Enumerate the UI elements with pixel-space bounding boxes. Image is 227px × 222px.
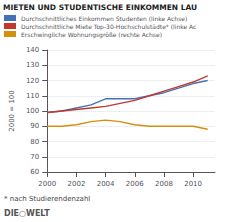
svg-text:2006: 2006 xyxy=(126,180,144,188)
svg-text:110: 110 xyxy=(26,92,39,100)
svg-text:2000 = 100: 2000 = 100 xyxy=(8,90,16,132)
svg-text:90: 90 xyxy=(30,122,39,130)
svg-text:120: 120 xyxy=(26,77,39,85)
svg-text:Durchschnittliches Einkommen S: Durchschnittliches Einkommen Studenten (… xyxy=(21,15,187,22)
svg-text:DIE○WELT: DIE○WELT xyxy=(4,209,50,218)
svg-text:MIETEN UND STUDENTISCHE EINKOM: MIETEN UND STUDENTISCHE EINKOMMEN LAU xyxy=(3,3,197,12)
svg-text:70: 70 xyxy=(30,153,39,161)
svg-text:2004: 2004 xyxy=(97,180,115,188)
svg-text:100: 100 xyxy=(26,107,39,115)
svg-text:2010: 2010 xyxy=(184,180,202,188)
svg-text:2008: 2008 xyxy=(155,180,173,188)
svg-text:* nach Studierendenzahl: * nach Studierendenzahl xyxy=(4,195,90,203)
svg-text:Durchschnittliche Miete Top-30: Durchschnittliche Miete Top-30-Hochschul… xyxy=(21,23,196,31)
svg-text:140: 140 xyxy=(26,46,39,54)
svg-text:60: 60 xyxy=(30,168,39,176)
svg-text:2002: 2002 xyxy=(68,180,86,188)
svg-text:130: 130 xyxy=(26,61,39,69)
svg-text:Erschwingliche Wohnungsgröße (: Erschwingliche Wohnungsgröße (rechte Ach… xyxy=(21,31,162,39)
svg-text:80: 80 xyxy=(30,138,39,146)
svg-text:2000: 2000 xyxy=(38,180,56,188)
